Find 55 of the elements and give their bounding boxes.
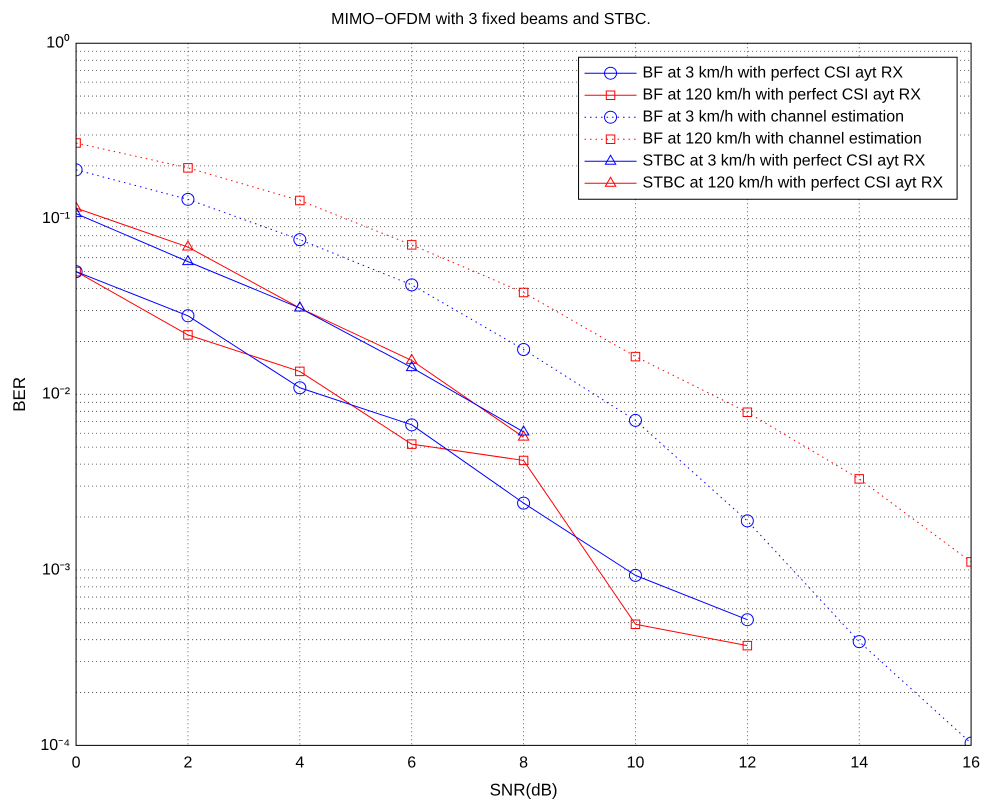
x-tick-label: 16 xyxy=(962,754,980,772)
x-tick-label: 4 xyxy=(295,754,304,772)
point xyxy=(628,414,642,427)
point xyxy=(182,240,194,251)
point xyxy=(183,163,193,173)
point xyxy=(854,474,864,484)
point xyxy=(742,640,752,650)
legend-label: STBC at 3 km/h with perfect CSI ayt RX xyxy=(642,152,926,170)
x-tick-label: 10 xyxy=(626,754,644,772)
point xyxy=(405,418,418,432)
point xyxy=(518,430,530,441)
point xyxy=(406,354,418,364)
point xyxy=(518,288,528,298)
legend-label: BF at 120 km/h with perfect CSI ayt RX xyxy=(642,86,922,104)
point xyxy=(293,381,306,394)
point xyxy=(183,330,193,340)
y-tick-label: 10⁻⁴ xyxy=(40,736,70,754)
point xyxy=(852,635,866,648)
legend-label: BF at 3 km/h with channel estimation xyxy=(642,108,904,126)
x-tick-label: 2 xyxy=(183,754,192,772)
legend-label: BF at 3 km/h with perfect CSI ayt RX xyxy=(642,64,904,82)
point xyxy=(628,568,642,582)
x-tick-label: 6 xyxy=(407,754,416,772)
point xyxy=(740,514,754,528)
point xyxy=(406,240,416,250)
point xyxy=(181,309,194,322)
point xyxy=(295,366,305,376)
point xyxy=(517,342,530,356)
point xyxy=(630,352,640,362)
legend-label: BF at 120 km/h with channel estimation xyxy=(642,130,922,148)
point xyxy=(518,425,530,436)
point xyxy=(518,456,528,466)
y-tick-label: 10⁻² xyxy=(42,386,71,403)
point xyxy=(406,439,416,449)
point xyxy=(517,496,530,510)
point xyxy=(293,233,306,246)
point xyxy=(740,613,754,626)
y-tick-label: 10⁻¹ xyxy=(42,210,70,228)
chart-title: MIMO−OFDM with 3 fixed beams and STBC. xyxy=(331,11,651,28)
point xyxy=(630,619,640,629)
point xyxy=(742,408,752,418)
y-tick-label: 10⁰ xyxy=(46,34,70,52)
point xyxy=(182,255,194,266)
point xyxy=(405,278,418,292)
legend-label: STBC at 120 km/h with perfect CSI ayt RX xyxy=(642,174,944,192)
x-axis-title: SNR(dB) xyxy=(490,780,558,800)
point xyxy=(406,361,418,372)
point xyxy=(181,192,194,206)
x-tick-label: 0 xyxy=(72,754,81,772)
x-tick-label: 12 xyxy=(738,754,756,772)
point xyxy=(295,196,305,206)
x-tick-label: 8 xyxy=(519,754,528,772)
y-axis-title: BER xyxy=(10,376,29,412)
x-tick-label: 14 xyxy=(850,754,868,772)
y-tick-label: 10⁻³ xyxy=(42,561,71,578)
